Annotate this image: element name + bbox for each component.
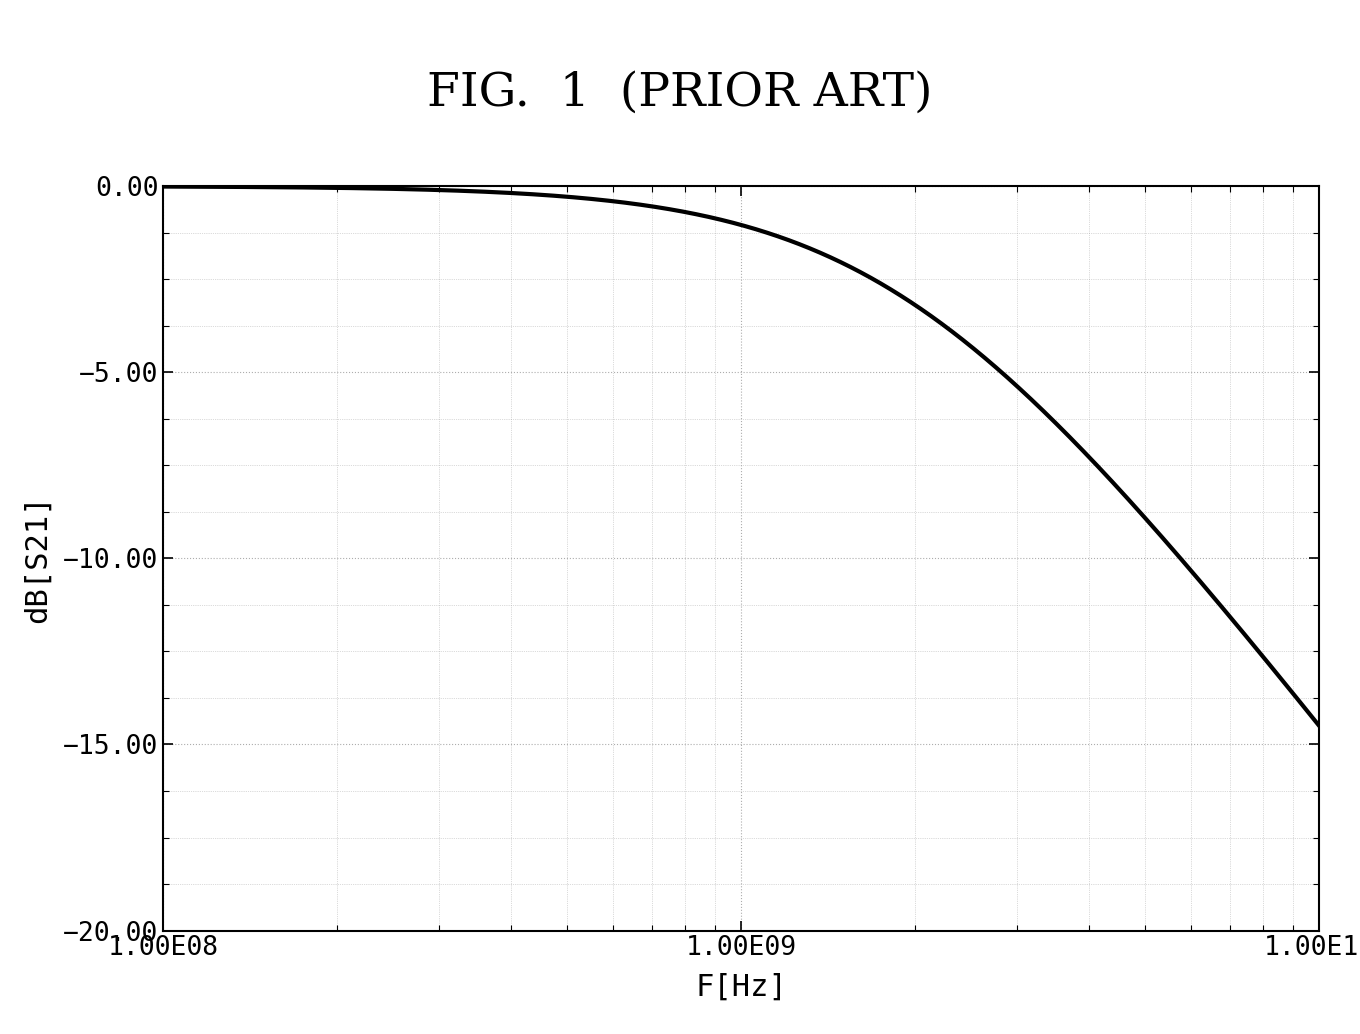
X-axis label: F[Hz]: F[Hz] <box>695 973 787 1002</box>
Y-axis label: dB[S21]: dB[S21] <box>23 494 52 622</box>
Text: FIG.  1  (PRIOR ART): FIG. 1 (PRIOR ART) <box>427 70 933 116</box>
